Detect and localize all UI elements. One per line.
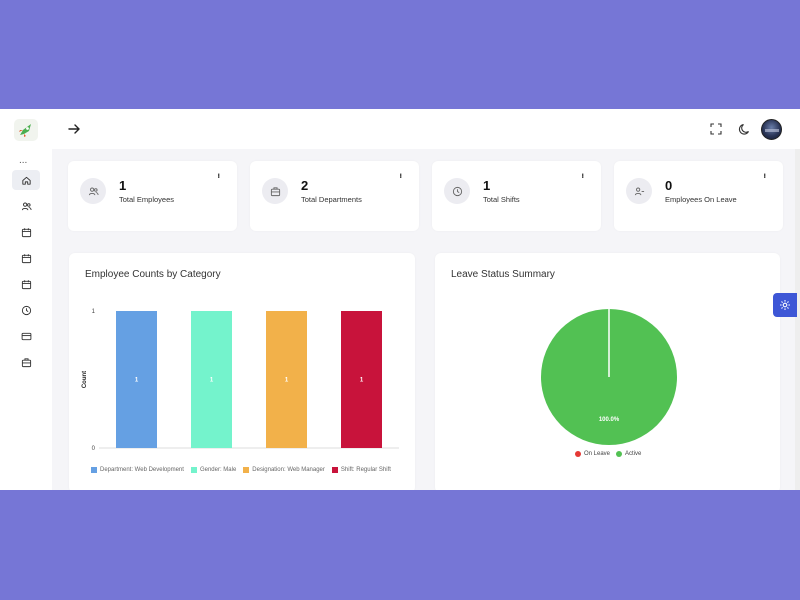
bar-data-label: 1 bbox=[210, 378, 214, 384]
bar-data-label: 1 bbox=[285, 378, 289, 384]
app-logo[interactable] bbox=[14, 119, 38, 141]
sidebar-item-calendar-1[interactable] bbox=[12, 222, 40, 242]
legend-dot bbox=[575, 451, 581, 457]
leave-status-card: Leave Status Summary 100.0% On Leave Acti… bbox=[435, 253, 780, 490]
legend-swatch bbox=[243, 467, 250, 473]
sidebar-item-payroll[interactable] bbox=[12, 326, 40, 346]
bar bbox=[116, 311, 157, 448]
more-menu-icon[interactable]: ... bbox=[398, 173, 408, 178]
legend-swatch bbox=[331, 467, 338, 473]
y-tick-label: 1 bbox=[92, 309, 96, 315]
clock-icon bbox=[21, 305, 31, 315]
legend-item[interactable]: Gender: Male bbox=[190, 467, 237, 473]
more-menu-icon[interactable]: ... bbox=[216, 173, 226, 178]
stat-card-on-leave: 0 Employees On Leave ... bbox=[614, 161, 783, 231]
bar bbox=[191, 311, 232, 448]
pie-data-label: 100.0% bbox=[599, 417, 620, 423]
y-axis-label: Count bbox=[82, 371, 88, 388]
calendar-icon bbox=[21, 279, 31, 289]
arrow-right-icon[interactable] bbox=[66, 121, 82, 137]
employee-counts-card: Employee Counts by Category 0 1 Count 1 1 1 1 … bbox=[69, 253, 415, 490]
top-bar bbox=[0, 109, 800, 149]
sidebar-item-calendar-3[interactable] bbox=[12, 274, 40, 294]
sidebar-more: ... bbox=[19, 155, 28, 166]
pie-chart: 100.0% bbox=[541, 309, 677, 445]
stat-label: Total Departments bbox=[301, 195, 362, 204]
legend-label: Designation: Web Manager bbox=[252, 467, 325, 473]
chart-legend: Department: Web Development Gender: Male D… bbox=[91, 467, 398, 473]
stat-value: 0 bbox=[665, 178, 673, 193]
y-tick-label: 0 bbox=[92, 446, 96, 452]
sidebar-item-calendar-2[interactable] bbox=[12, 248, 40, 268]
bar-chart: 0 1 Count 1 1 1 1 bbox=[82, 309, 399, 452]
rocket-icon bbox=[19, 124, 31, 137]
gear-icon bbox=[780, 300, 790, 310]
sidebar-item-departments[interactable] bbox=[12, 352, 40, 372]
bar-data-label: 1 bbox=[360, 378, 364, 384]
clock-icon bbox=[444, 178, 470, 204]
legend-label: Department: Web Development bbox=[100, 467, 184, 473]
stat-card-employees: 1 Total Employees ... bbox=[68, 161, 237, 231]
legend-item[interactable]: Active bbox=[616, 451, 641, 457]
stat-value: 1 bbox=[483, 178, 491, 193]
stat-card-shifts: 1 Total Shifts ... bbox=[432, 161, 601, 231]
calendar-icon bbox=[21, 227, 31, 237]
legend-label: Active bbox=[625, 451, 642, 457]
legend-item[interactable]: Department: Web Development bbox=[91, 467, 184, 473]
user-minus-icon bbox=[626, 178, 652, 204]
app-window: ... 1 Total Employees ... bbox=[0, 109, 800, 490]
chart-title: Leave Status Summary bbox=[451, 269, 555, 280]
legend-item[interactable]: Shift: Regular Shift bbox=[331, 467, 391, 473]
legend-label: On Leave bbox=[584, 451, 611, 457]
stat-value: 2 bbox=[301, 178, 309, 193]
legend-swatch bbox=[190, 467, 197, 473]
bar bbox=[266, 311, 307, 448]
legend-swatch bbox=[91, 467, 97, 473]
stat-card-departments: 2 Total Departments ... bbox=[250, 161, 419, 231]
users-icon bbox=[21, 202, 32, 210]
bar bbox=[341, 311, 382, 448]
legend-dot bbox=[616, 451, 623, 457]
sidebar-item-shifts[interactable] bbox=[12, 300, 40, 320]
credit-card-icon bbox=[21, 332, 31, 340]
stat-label: Total Employees bbox=[119, 195, 175, 204]
legend-item[interactable]: Designation: Web Manager bbox=[243, 467, 325, 473]
home-icon bbox=[21, 176, 31, 185]
more-menu-icon[interactable]: ... bbox=[762, 173, 772, 178]
settings-button[interactable] bbox=[773, 293, 797, 317]
sidebar-item-employees[interactable] bbox=[12, 196, 40, 216]
stat-label: Total Shifts bbox=[483, 195, 520, 204]
chart-legend: On Leave Active bbox=[575, 451, 647, 457]
legend-label: Gender: Male bbox=[199, 467, 237, 473]
briefcase-icon bbox=[262, 178, 288, 204]
bar-data-label: 1 bbox=[135, 378, 139, 384]
sidebar-item-dashboard[interactable] bbox=[12, 170, 40, 190]
more-menu-icon[interactable]: ... bbox=[580, 173, 590, 178]
moon-icon[interactable] bbox=[738, 122, 752, 136]
scrollbar[interactable] bbox=[795, 149, 800, 490]
calendar-icon bbox=[21, 253, 31, 263]
legend-item[interactable]: On Leave bbox=[575, 451, 610, 457]
chart-title: Employee Counts by Category bbox=[85, 269, 221, 280]
stat-value: 1 bbox=[119, 178, 127, 193]
stat-label: Employees On Leave bbox=[665, 195, 737, 204]
sidebar: ... bbox=[0, 149, 52, 490]
avatar[interactable] bbox=[761, 119, 782, 140]
legend-label: Shift: Regular Shift bbox=[340, 467, 391, 473]
users-icon bbox=[80, 178, 106, 204]
briefcase-icon bbox=[21, 357, 31, 367]
fullscreen-icon[interactable] bbox=[709, 122, 723, 136]
